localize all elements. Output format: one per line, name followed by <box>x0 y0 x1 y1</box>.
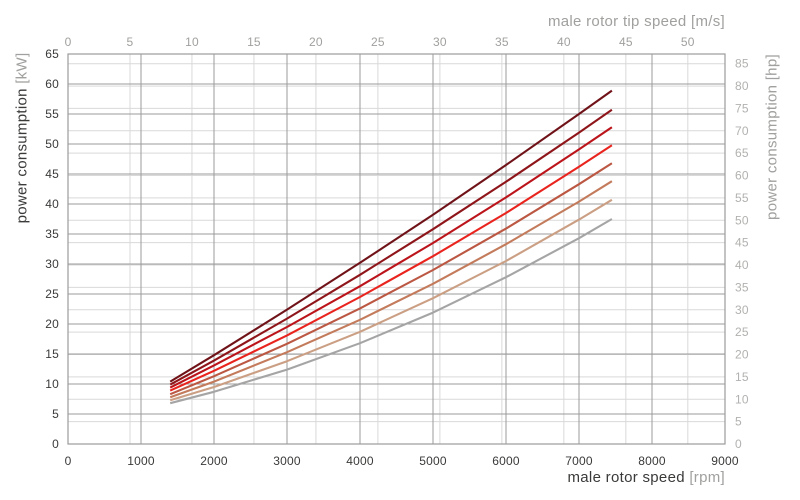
tick-hp-40: 40 <box>735 258 749 272</box>
tick-ms-20: 20 <box>309 35 323 49</box>
tick-hp-0: 0 <box>735 437 742 451</box>
tick-rpm-4000: 4000 <box>346 454 374 468</box>
bottom-axis-title-text: male rotor speed <box>567 469 685 486</box>
curve-3 <box>169 126 613 389</box>
bottom-axis-title: male rotor speed [rpm] <box>568 469 726 486</box>
tick-kw-15: 15 <box>45 347 59 361</box>
tick-kw-60: 60 <box>45 77 59 91</box>
right-axis-title-unit: [hp] <box>763 54 781 81</box>
left-axis-title-text: power consumption <box>13 88 31 224</box>
tick-hp-5: 5 <box>735 415 742 429</box>
tick-hp-10: 10 <box>735 392 749 406</box>
tick-kw-0: 0 <box>52 437 59 451</box>
curve-4 <box>169 144 613 392</box>
tick-kw-45: 45 <box>45 167 59 181</box>
curve-7 <box>169 198 613 402</box>
bottom-axis-title-unit: [rpm] <box>689 469 725 486</box>
curve-8 <box>169 218 613 405</box>
plot-frame <box>67 53 726 445</box>
tick-hp-25: 25 <box>735 325 749 339</box>
tick-hp-85: 85 <box>735 57 749 71</box>
tick-hp-70: 70 <box>735 124 749 138</box>
right-axis-title: power consumption [hp] <box>764 54 781 220</box>
tick-kw-25: 25 <box>45 287 59 301</box>
tick-kw-10: 10 <box>45 377 59 391</box>
tick-ms-25: 25 <box>371 35 385 49</box>
curve-1 <box>169 89 613 383</box>
tick-ms-40: 40 <box>557 35 571 49</box>
curve-2 <box>169 108 613 386</box>
tick-rpm-3000: 3000 <box>273 454 301 468</box>
curve-6 <box>169 180 613 399</box>
tick-kw-30: 30 <box>45 257 59 271</box>
tick-ms-30: 30 <box>433 35 447 49</box>
top-axis-title-unit: [m/s] <box>691 13 725 30</box>
right-axis-title-text: power consumption <box>763 84 781 220</box>
tick-hp-15: 15 <box>735 370 749 384</box>
curve-5 <box>169 162 613 396</box>
tick-hp-50: 50 <box>735 213 749 227</box>
tick-rpm-1000: 1000 <box>127 454 155 468</box>
tick-hp-35: 35 <box>735 280 749 294</box>
tick-hp-75: 75 <box>735 101 749 115</box>
tick-hp-20: 20 <box>735 348 749 362</box>
tick-hp-65: 65 <box>735 146 749 160</box>
tick-ms-0: 0 <box>65 35 72 49</box>
tick-kw-5: 5 <box>52 407 59 421</box>
tick-kw-50: 50 <box>45 137 59 151</box>
top-axis-title: male rotor tip speed [m/s] <box>548 13 725 30</box>
tick-rpm-0: 0 <box>65 454 72 468</box>
left-axis-title: power consumption [kW] <box>14 53 31 224</box>
tick-ms-50: 50 <box>681 35 695 49</box>
tick-kw-40: 40 <box>45 197 59 211</box>
tick-kw-35: 35 <box>45 227 59 241</box>
top-axis-title-text: male rotor tip speed <box>547 13 687 30</box>
tick-rpm-8000: 8000 <box>638 454 666 468</box>
tick-ms-10: 10 <box>185 35 199 49</box>
tick-rpm-6000: 6000 <box>492 454 520 468</box>
tick-ms-35: 35 <box>495 35 509 49</box>
tick-ms-5: 5 <box>127 35 134 49</box>
tick-rpm-7000: 7000 <box>565 454 593 468</box>
tick-hp-55: 55 <box>735 191 749 205</box>
tick-rpm-2000: 2000 <box>200 454 228 468</box>
tick-kw-20: 20 <box>45 317 59 331</box>
left-axis-title-unit: [kW] <box>13 52 31 84</box>
tick-hp-30: 30 <box>735 303 749 317</box>
tick-ms-45: 45 <box>619 35 633 49</box>
tick-ms-15: 15 <box>247 35 261 49</box>
tick-hp-80: 80 <box>735 79 749 93</box>
tick-hp-45: 45 <box>735 236 749 250</box>
tick-kw-55: 55 <box>45 107 59 121</box>
tick-rpm-5000: 5000 <box>419 454 447 468</box>
tick-hp-60: 60 <box>735 169 749 183</box>
tick-rpm-9000: 9000 <box>711 454 739 468</box>
tick-kw-65: 65 <box>45 47 59 61</box>
